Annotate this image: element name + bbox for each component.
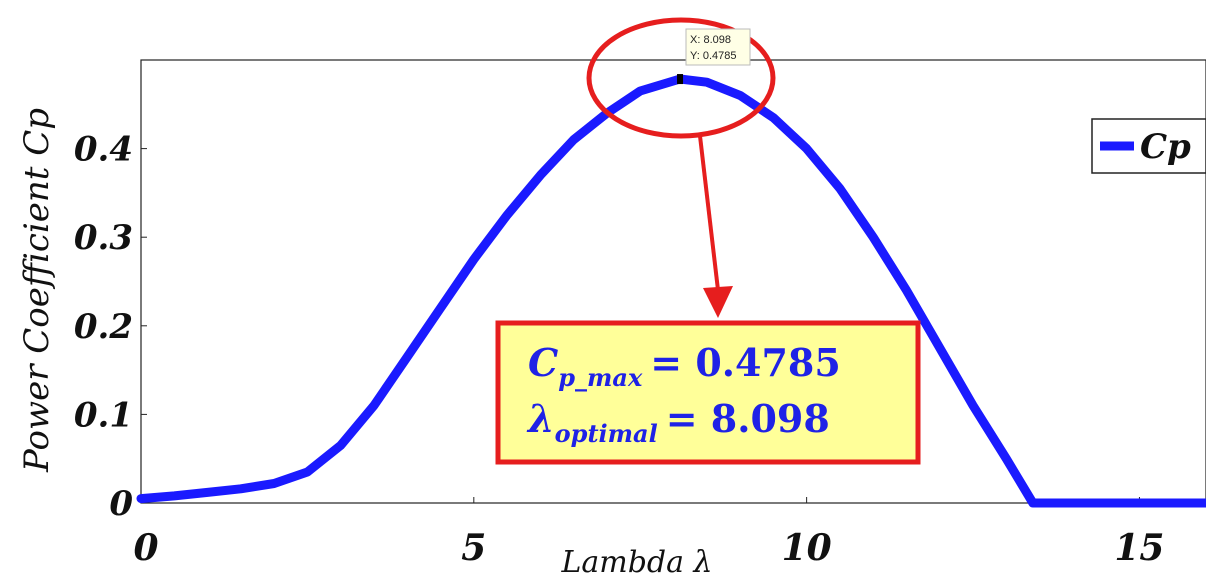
lambda-optimal-symbol: λ [526, 396, 555, 441]
y-tick-label: 0.1 [74, 395, 133, 435]
y-tick-label: 0 [109, 484, 133, 524]
x-tick-label: 15 [1114, 527, 1164, 569]
datatip-y-text: Y: 0.4785 [690, 50, 737, 62]
y-axis-label: Power Coefficient Cp [17, 108, 57, 473]
datatip: X: 8.098 Y: 0.4785 [685, 28, 751, 66]
datatip-background [685, 28, 751, 66]
x-axis-label: Lambda λ [560, 545, 712, 576]
lambda-optimal-subscript: optimal [555, 419, 658, 448]
peak-marker [677, 74, 684, 85]
y-tick-label: 0.2 [74, 307, 133, 347]
cp-max-text: Cp_max = 0.4785 [528, 340, 841, 392]
lambda-optimal-value: = 8.098 [666, 396, 830, 441]
cp-series-line [136, 74, 1206, 508]
cp-max-symbol: C [528, 340, 558, 385]
lambda-optimal-text: λoptimal = 8.098 [526, 396, 830, 448]
cp-max-value: = 0.4785 [650, 340, 841, 385]
y-tick-label: 0.4 [74, 130, 133, 170]
x-tick-label: 0 [133, 527, 158, 569]
x-tick-label: 10 [782, 527, 832, 569]
legend: Cp [1091, 118, 1206, 174]
annotation-box: Cp_max = 0.4785 λoptimal = 8.098 [495, 320, 921, 465]
annotation-box-frame [495, 320, 921, 465]
x-tick-label: 5 [461, 527, 486, 569]
arrow-head [703, 286, 733, 318]
tick-labels: 0 5 10 15 0 0.1 0.2 0.3 0.4 [74, 130, 1165, 569]
arrow-shaft [698, 135, 720, 291]
highlight-layer [586, 17, 776, 318]
y-tick-label: 0.3 [74, 218, 133, 258]
series-layer [136, 74, 1206, 508]
datatip-x-text: X: 8.098 [690, 34, 731, 46]
highlight-ellipse [586, 17, 776, 139]
cp-max-subscript: p_max [558, 363, 643, 392]
legend-label: Cp [1140, 127, 1191, 167]
